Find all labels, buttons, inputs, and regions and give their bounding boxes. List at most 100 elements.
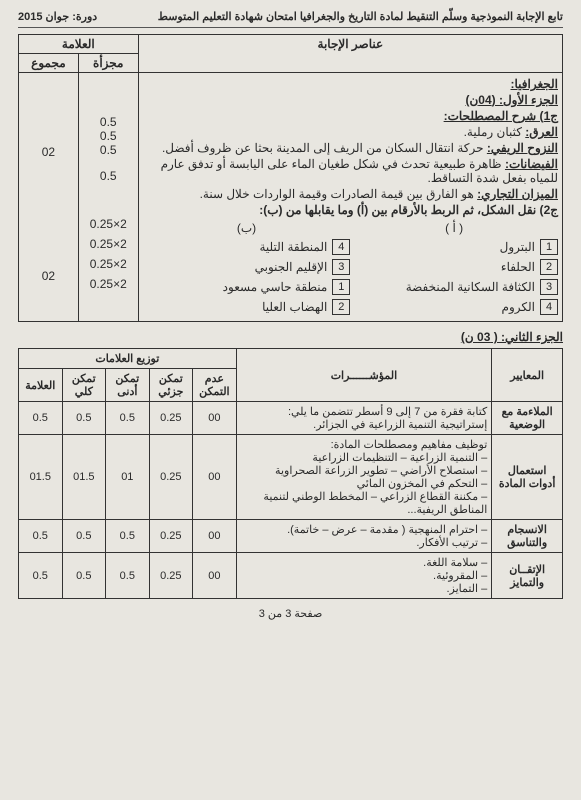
part1-title: الجزء الأول: (04ن) xyxy=(143,93,558,107)
term-label: العرق: xyxy=(525,125,558,139)
mark: 0.5 xyxy=(83,129,134,143)
head-answer: عناصر الإجابة xyxy=(138,35,562,73)
num-box: 2 xyxy=(332,299,350,315)
mark: 0.5 xyxy=(83,143,134,157)
r-crit: الملاءمة مع الوضعية xyxy=(492,402,563,435)
match-header: ( أ ) (ب) xyxy=(143,221,558,235)
term-row: النزوح الريفي: حركة انتقال السكان من الر… xyxy=(143,141,558,155)
match-row: 1 البترول 4 المنطقة التلية xyxy=(143,239,558,255)
geo-title: الجغرافيا: xyxy=(143,77,558,91)
num-box: 3 xyxy=(540,279,558,295)
rubric-row: الانسجام والتناسق – احترام المنهجية ( مق… xyxy=(19,520,563,553)
r-crit: الإتقــان والتمايز xyxy=(492,553,563,599)
r-crit: الانسجام والتناسق xyxy=(492,520,563,553)
h-c4: تمكن كلي xyxy=(62,369,106,402)
r-c2: 0.25 xyxy=(149,520,193,553)
r-ind: كتابة فقرة من 7 إلى 9 أسطر تتضمن ما يلي:… xyxy=(236,402,492,435)
match-b: منطقة حاسي مسعود xyxy=(223,280,328,294)
term-label: الميزان التجاري: xyxy=(477,187,558,201)
rubric-row: الإتقــان والتمايز – سلامة اللغة. – المق… xyxy=(19,553,563,599)
term-row: الفيضانات: ظاهرة طبيعية تحدث في شكل طغيا… xyxy=(143,157,558,185)
r-c4: 0.5 xyxy=(62,402,106,435)
match-row: 2 الحلفاء 3 الإقليم الجنوبي xyxy=(143,259,558,275)
head-mark: العلامة xyxy=(19,35,139,54)
match-b: الإقليم الجنوبي xyxy=(255,260,328,274)
col-b: (ب) xyxy=(143,221,351,235)
h-indicators: المؤشــــــرات xyxy=(236,349,492,402)
r-c2: 0.25 xyxy=(149,435,193,520)
r-c3: 0.5 xyxy=(106,553,150,599)
r-ind: توظيف مفاهيم ومصطلحات المادة: – التنمية … xyxy=(236,435,492,520)
term-row: الميزان التجاري: هو الفارق بين قيمة الصا… xyxy=(143,187,558,201)
match-a: الكروم xyxy=(502,300,535,314)
header-left: دورة: جوان 2015 xyxy=(18,10,97,23)
num-box: 1 xyxy=(540,239,558,255)
page-header: تابع الإجابة النموذجية وسلّم التنقيط لما… xyxy=(18,10,563,28)
r-ind: – احترام المنهجية ( مقدمة – عرض – خاتمة)… xyxy=(236,520,492,553)
r-c1: 00 xyxy=(193,435,237,520)
mark: 2×0.25 xyxy=(83,237,134,251)
r-crit: استعمال أدوات المادة xyxy=(492,435,563,520)
total1: 02 xyxy=(23,145,74,159)
num-box: 4 xyxy=(332,239,350,255)
r-c3: 0.5 xyxy=(106,520,150,553)
r-c1: 00 xyxy=(193,520,237,553)
rubric-row: الملاءمة مع الوضعية كتابة فقرة من 7 إلى … xyxy=(19,402,563,435)
term-def: كثبان رملية. xyxy=(464,125,522,139)
r-c5: 0.5 xyxy=(19,402,63,435)
mark: 0.5 xyxy=(83,115,134,129)
mark: 2×0.25 xyxy=(83,257,134,271)
total2: 02 xyxy=(23,269,74,283)
h-c1: عدم التمكن xyxy=(193,369,237,402)
term-def: حركة انتقال السكان من الريف إلى المدينة … xyxy=(162,141,484,155)
r-c4: 0.5 xyxy=(62,553,106,599)
page-footer: صفحة 3 من 3 xyxy=(18,607,563,620)
mark: 2×0.25 xyxy=(83,217,134,231)
header-right: تابع الإجابة النموذجية وسلّم التنقيط لما… xyxy=(158,10,563,23)
r-c5: 0.5 xyxy=(19,553,63,599)
r-c5: 0.5 xyxy=(19,520,63,553)
h-c2: تمكن جزئي xyxy=(149,369,193,402)
part2-title: الجزء الثاني: ( 03 ن) xyxy=(18,330,563,344)
match-row: 3الكثافة السكانية المنخفضة 1منطقة حاسي م… xyxy=(143,279,558,295)
marks-partial-col: 0.5 0.5 0.5 0.5 2×0.25 2×0.25 2×0.25 2×0… xyxy=(78,73,138,322)
r-c5: 01.5 xyxy=(19,435,63,520)
head-total: مجموع xyxy=(19,54,79,73)
r-c3: 01 xyxy=(106,435,150,520)
r-c1: 00 xyxy=(193,402,237,435)
q2-title: ج2) نقل الشكل، ثم الربط بالأرقام بين (أ)… xyxy=(143,203,558,217)
term-label: النزوح الريفي: xyxy=(487,141,558,155)
r-c4: 01.5 xyxy=(62,435,106,520)
h-c3: تمكن أدنى xyxy=(106,369,150,402)
match-a: البترول xyxy=(500,240,535,254)
h-dist: توزيع العلامات xyxy=(19,349,237,369)
rubric-table: المعايير المؤشــــــرات توزيع العلامات ع… xyxy=(18,348,563,599)
marks-total-col: 02 02 xyxy=(19,73,79,322)
term-row: العرق: كثبان رملية. xyxy=(143,125,558,139)
mark: 0.5 xyxy=(83,169,134,183)
head-partial: مجزأة xyxy=(78,54,138,73)
h-criteria: المعايير xyxy=(492,349,563,402)
match-row: 4 الكروم 2 الهضاب العليا xyxy=(143,299,558,315)
r-c1: 00 xyxy=(193,553,237,599)
num-box: 3 xyxy=(332,259,350,275)
match-b: الهضاب العليا xyxy=(262,300,327,314)
term-def: ظاهرة طبيعية تحدث في شكل طغيان الماء على… xyxy=(161,157,558,185)
h-c5: العلامة xyxy=(19,369,63,402)
match-a: الحلفاء xyxy=(501,260,535,274)
mark: 2×0.25 xyxy=(83,277,134,291)
answer-table: عناصر الإجابة العلامة مجزأة مجموع الجغرا… xyxy=(18,34,563,322)
q1-title: ج1) شرح المصطلحات: xyxy=(143,109,558,123)
r-c2: 0.25 xyxy=(149,553,193,599)
r-ind: – سلامة اللغة. – المقروئية. – التمايز. xyxy=(236,553,492,599)
num-box: 1 xyxy=(332,279,350,295)
term-def: هو الفارق بين قيمة الصادرات وقيمة الوارد… xyxy=(200,187,474,201)
num-box: 2 xyxy=(540,259,558,275)
col-a: ( أ ) xyxy=(350,221,558,235)
num-box: 4 xyxy=(540,299,558,315)
rubric-row: استعمال أدوات المادة توظيف مفاهيم ومصطلح… xyxy=(19,435,563,520)
r-c2: 0.25 xyxy=(149,402,193,435)
answer-body: الجغرافيا: الجزء الأول: (04ن) ج1) شرح ال… xyxy=(138,73,562,322)
r-c3: 0.5 xyxy=(106,402,150,435)
match-b: المنطقة التلية xyxy=(259,240,327,254)
